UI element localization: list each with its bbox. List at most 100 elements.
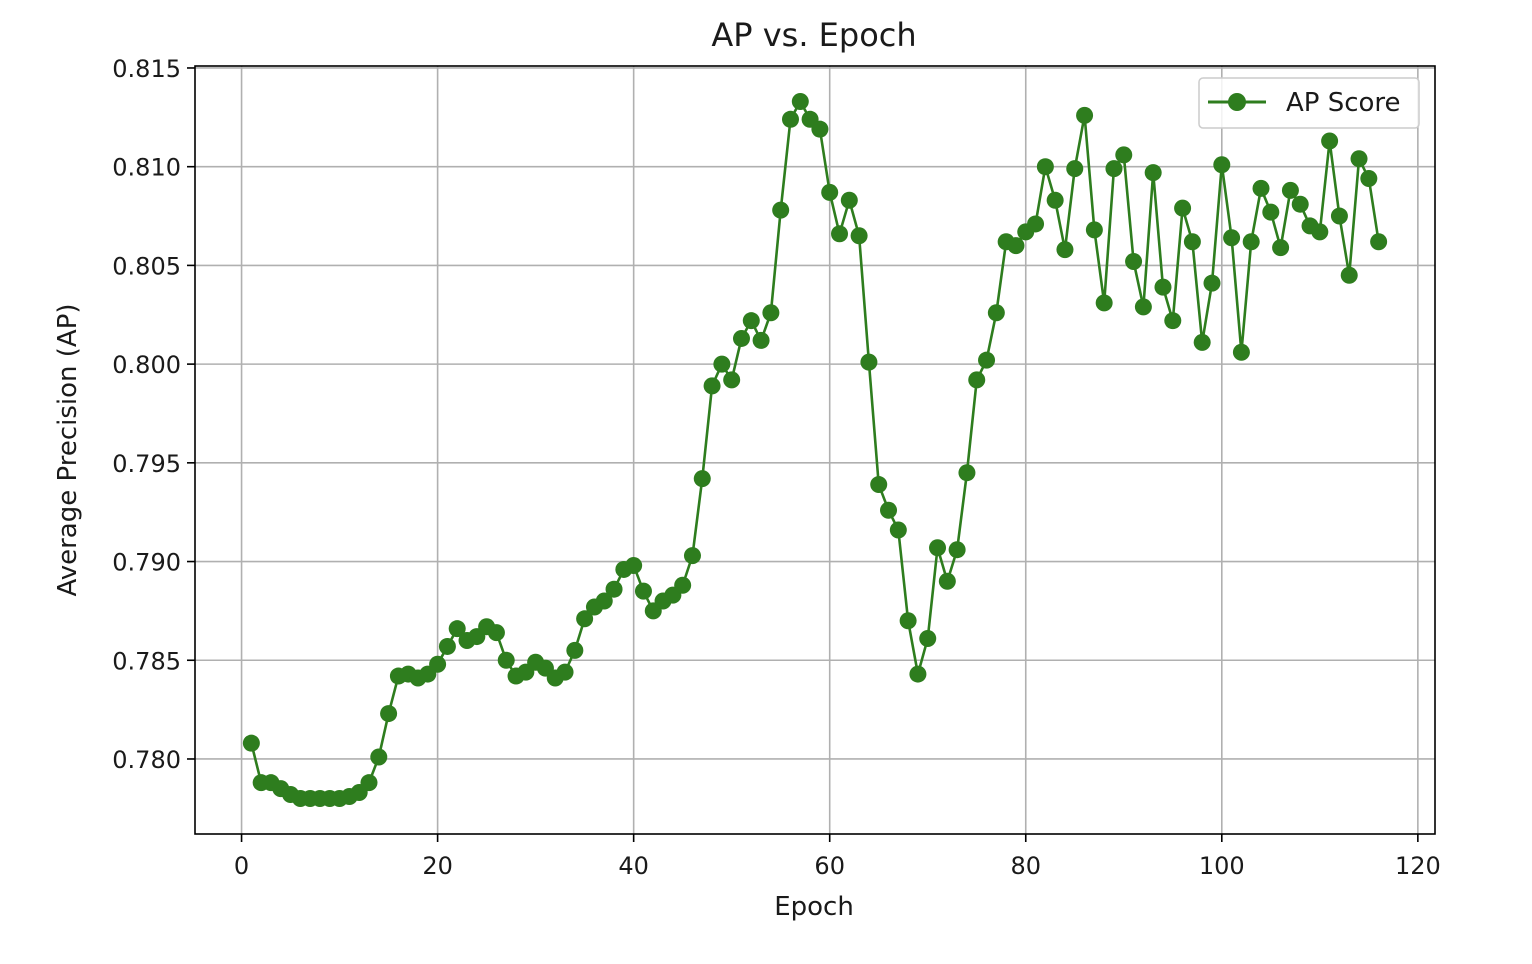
data-point bbox=[987, 304, 1005, 322]
data-point bbox=[870, 476, 888, 494]
data-point bbox=[1232, 343, 1250, 361]
data-point bbox=[360, 774, 378, 792]
x-tick-label: 0 bbox=[234, 852, 249, 880]
data-point bbox=[1223, 229, 1241, 247]
y-tick-label: 0.805 bbox=[112, 252, 181, 280]
data-point bbox=[1252, 179, 1270, 197]
data-point bbox=[1164, 312, 1182, 330]
data-point bbox=[1174, 199, 1192, 217]
data-point bbox=[556, 663, 574, 681]
data-point bbox=[1360, 170, 1378, 188]
data-point bbox=[948, 541, 966, 559]
data-point bbox=[1154, 278, 1172, 296]
x-tick-label: 60 bbox=[814, 852, 845, 880]
plot-frame bbox=[194, 65, 1436, 835]
data-point bbox=[742, 312, 760, 330]
data-point bbox=[1330, 207, 1348, 225]
data-point bbox=[625, 557, 643, 574]
data-point bbox=[1105, 160, 1123, 178]
data-point bbox=[791, 93, 809, 111]
y-tick-label: 0.815 bbox=[112, 55, 181, 83]
data-point bbox=[958, 464, 976, 482]
data-point bbox=[1340, 266, 1358, 284]
data-point bbox=[703, 377, 721, 395]
data-point bbox=[909, 665, 927, 683]
x-tick-label: 20 bbox=[422, 852, 453, 880]
x-tick-label: 40 bbox=[618, 852, 649, 880]
data-point bbox=[1262, 203, 1280, 221]
plot-series bbox=[242, 93, 1388, 807]
data-point bbox=[605, 580, 623, 598]
data-point bbox=[1144, 164, 1162, 182]
data-point bbox=[576, 610, 594, 628]
data-point bbox=[723, 371, 741, 389]
data-point bbox=[831, 225, 849, 243]
data-point bbox=[1311, 223, 1329, 241]
data-point bbox=[1291, 195, 1309, 213]
data-point bbox=[978, 351, 996, 369]
data-point bbox=[1027, 215, 1045, 233]
x-tick-label: 100 bbox=[1199, 852, 1245, 880]
x-axis-label: Epoch bbox=[774, 892, 854, 922]
y-tick-label: 0.790 bbox=[112, 549, 181, 577]
y-tick-label: 0.795 bbox=[112, 450, 181, 478]
data-point bbox=[242, 734, 260, 752]
data-point bbox=[713, 355, 731, 373]
data-point bbox=[1066, 160, 1084, 178]
data-point bbox=[772, 201, 790, 219]
data-point bbox=[1350, 150, 1368, 168]
y-tick-label: 0.810 bbox=[112, 154, 181, 182]
data-point bbox=[380, 705, 398, 723]
data-point bbox=[1036, 158, 1054, 176]
data-point bbox=[448, 620, 466, 638]
data-point bbox=[850, 227, 868, 245]
y-tick-label: 0.785 bbox=[112, 647, 181, 675]
data-point bbox=[1370, 233, 1388, 251]
y-tick-label: 0.780 bbox=[112, 746, 181, 774]
y-axis-ticks: 0.780 0.785 0.790 0.795 0.800 0.805 0.810 0.815 bbox=[112, 55, 195, 774]
data-point bbox=[634, 582, 652, 600]
data-point bbox=[1183, 233, 1201, 251]
data-point bbox=[1242, 233, 1260, 251]
data-point bbox=[693, 470, 711, 488]
y-tick-label: 0.800 bbox=[112, 351, 181, 379]
data-point bbox=[1281, 181, 1299, 199]
data-point bbox=[1272, 239, 1290, 257]
data-point bbox=[899, 612, 917, 630]
data-point bbox=[929, 539, 947, 557]
legend-box bbox=[1198, 77, 1420, 129]
data-point bbox=[1085, 221, 1103, 239]
data-point bbox=[370, 748, 388, 766]
legend-label: AP Score bbox=[1286, 88, 1401, 118]
y-axis-label: Average Precision (AP) bbox=[53, 303, 83, 596]
data-point bbox=[1056, 241, 1074, 259]
data-point bbox=[821, 183, 839, 201]
data-point bbox=[1115, 146, 1133, 164]
data-point bbox=[674, 576, 692, 594]
data-point bbox=[968, 371, 986, 389]
data-point bbox=[1125, 252, 1143, 270]
data-point bbox=[683, 547, 701, 565]
data-point bbox=[860, 353, 878, 371]
data-point bbox=[497, 651, 515, 669]
data-point bbox=[938, 572, 956, 590]
legend-marker-sample bbox=[1228, 93, 1246, 111]
x-axis-ticks: 0 20 40 60 80 100 120 bbox=[234, 834, 1441, 880]
data-point bbox=[438, 637, 456, 655]
data-point bbox=[880, 501, 898, 519]
data-point bbox=[781, 110, 799, 128]
x-tick-label: 80 bbox=[1010, 852, 1041, 880]
data-point bbox=[811, 120, 829, 138]
data-point bbox=[1321, 132, 1339, 150]
data-point bbox=[595, 592, 613, 610]
chart-title: AP vs. Epoch bbox=[711, 16, 916, 54]
data-point bbox=[1046, 191, 1064, 209]
data-point bbox=[919, 630, 937, 648]
data-point bbox=[1193, 333, 1211, 351]
data-point bbox=[762, 304, 780, 322]
data-point bbox=[840, 191, 858, 209]
legend: AP Score bbox=[1198, 77, 1420, 129]
data-point bbox=[889, 521, 907, 539]
data-point bbox=[752, 331, 770, 349]
